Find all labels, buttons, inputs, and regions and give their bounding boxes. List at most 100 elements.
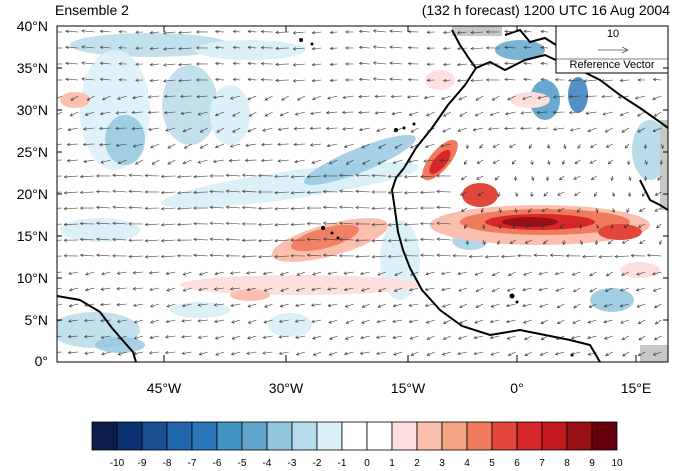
wind-vector-head	[96, 237, 100, 241]
wind-vector-head	[264, 304, 268, 308]
wind-vector-head	[614, 254, 618, 259]
wind-vector-head	[565, 254, 570, 258]
wind-vector	[635, 95, 646, 99]
anomaly-patch	[95, 337, 145, 353]
wind-vector	[508, 271, 516, 276]
wind-vector	[85, 287, 95, 291]
wind-vector-head	[589, 289, 594, 293]
wind-vector-head	[163, 47, 167, 51]
wind-vector	[522, 287, 532, 291]
wind-vector-head	[588, 304, 593, 308]
wind-vector-head	[371, 255, 376, 259]
wind-vector	[443, 31, 451, 33]
wind-vector-head	[258, 239, 262, 243]
colorbar-swatch	[466, 421, 493, 451]
wind-vector-head	[470, 78, 474, 83]
wind-vector-head	[311, 319, 315, 324]
wind-vector	[523, 271, 532, 276]
wind-vector-head	[403, 206, 408, 211]
wind-vector-head	[65, 45, 69, 50]
wind-vector-head	[311, 30, 316, 35]
wind-vector-head	[543, 193, 547, 197]
wind-vector-head	[310, 111, 314, 115]
wind-vector-head	[456, 78, 461, 83]
wind-vector	[112, 239, 127, 241]
wind-vector-head	[654, 192, 659, 196]
lat-tick-label: 20°N	[16, 186, 48, 202]
wind-vector	[215, 79, 225, 81]
wind-vector-head	[656, 224, 660, 229]
wind-vector	[100, 159, 111, 163]
wind-vector-head	[546, 177, 550, 182]
wind-vector-head	[457, 351, 461, 356]
wind-vector	[164, 95, 176, 97]
wind-vector-head	[473, 335, 478, 340]
lat-tick-label: 5°N	[24, 312, 49, 328]
wind-vector-head	[117, 352, 122, 356]
wind-vector	[293, 79, 306, 82]
wind-vector	[543, 239, 549, 245]
wind-vector	[477, 159, 484, 164]
colorbar-swatch	[241, 421, 268, 451]
wind-vector-head	[176, 238, 181, 242]
wind-vector-head	[52, 63, 55, 66]
wind-vector-head	[128, 254, 132, 259]
wind-vector-head	[163, 79, 167, 83]
wind-vector	[523, 62, 532, 65]
wind-vector-head	[436, 237, 440, 241]
wind-vector-head	[165, 335, 169, 339]
island	[310, 42, 314, 46]
wind-vector	[249, 111, 257, 117]
wind-vector	[515, 207, 517, 213]
colorbar-swatch	[141, 421, 168, 451]
wind-vector	[594, 191, 597, 197]
wind-vector	[326, 111, 338, 114]
wind-vector-head	[148, 271, 153, 275]
wind-vector-head	[520, 111, 524, 115]
wind-vector-head	[424, 303, 429, 308]
wind-vector	[474, 319, 484, 324]
wind-vector-head	[275, 46, 279, 51]
wind-vector-head	[160, 190, 165, 195]
wind-vector	[247, 335, 257, 339]
wind-vector	[506, 303, 516, 307]
wind-vector-head	[247, 29, 251, 34]
wind-vector-head	[524, 240, 529, 244]
wind-vector	[443, 47, 451, 49]
wind-vector-head	[182, 160, 187, 165]
wind-vector	[233, 79, 241, 81]
wind-vector-head	[244, 158, 249, 163]
wind-vector	[67, 159, 79, 162]
wind-vector-head	[595, 209, 599, 214]
wind-vector	[376, 127, 387, 132]
island	[299, 38, 303, 42]
wind-vector	[394, 287, 403, 292]
wind-vector	[572, 271, 581, 276]
colorbar-label: -4	[262, 458, 272, 469]
wind-vector-head	[652, 288, 657, 292]
wind-vector	[523, 319, 532, 324]
wind-vector	[470, 63, 484, 66]
wind-vector-head	[389, 61, 393, 65]
wind-vector	[344, 143, 354, 148]
wind-vector-head	[163, 94, 168, 99]
wind-vector-head	[504, 45, 508, 50]
wind-vector	[242, 174, 257, 177]
wind-vector	[193, 254, 208, 257]
wind-vector	[100, 46, 111, 49]
anomaly-patch	[180, 275, 420, 295]
wind-vector	[230, 143, 241, 147]
wind-vector	[587, 335, 597, 339]
wind-vector-head	[470, 30, 474, 35]
wind-vector	[355, 190, 370, 193]
wind-vector-head	[394, 145, 399, 149]
wind-vector-head	[216, 129, 220, 133]
wind-vector	[231, 319, 241, 323]
wind-vector	[457, 127, 468, 132]
wind-vector-head	[147, 110, 152, 115]
wind-vector-head	[561, 161, 566, 166]
wind-vector	[543, 191, 549, 197]
wind-vector	[96, 206, 111, 209]
wind-vector	[459, 319, 468, 324]
wind-vector-head	[82, 142, 87, 147]
